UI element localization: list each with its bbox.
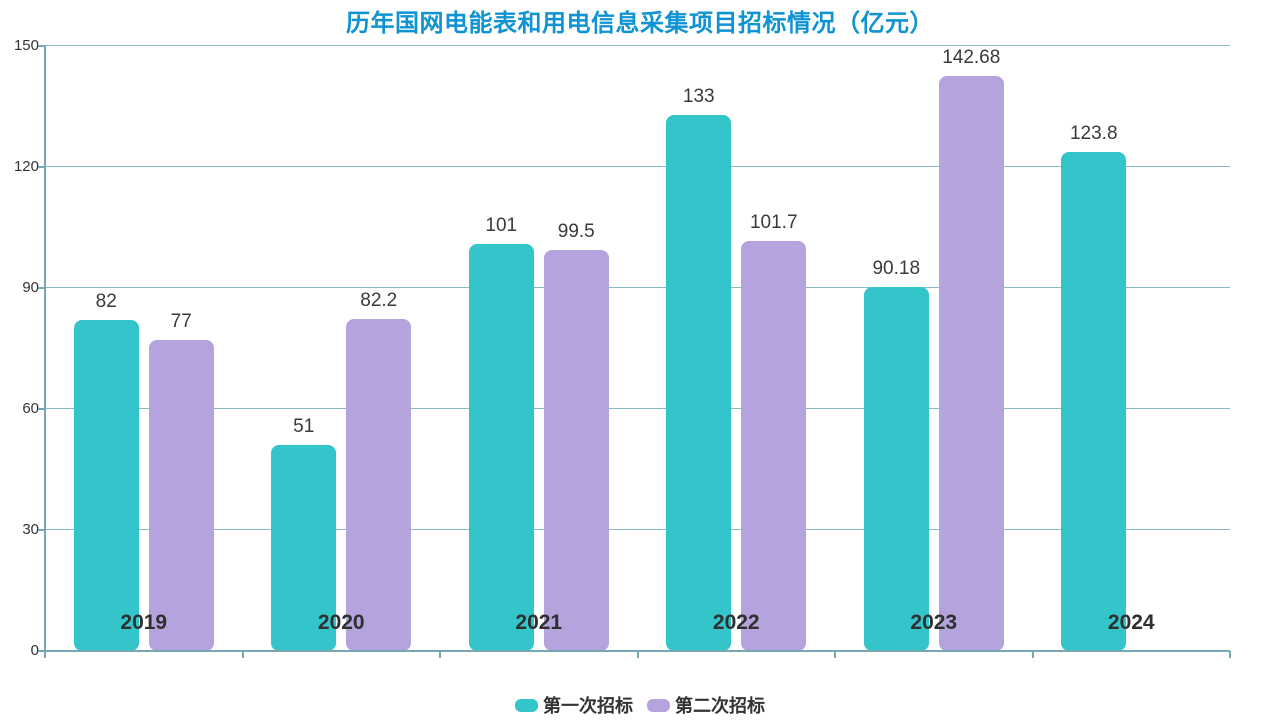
x-axis-tick (241, 651, 244, 658)
bar-第一次招标-2020[interactable] (271, 445, 337, 651)
y-axis-tick-label: 30 (22, 521, 39, 538)
gridline (45, 165, 1230, 167)
bar-第一次招标-2021[interactable] (468, 243, 534, 651)
x-axis-category-label: 2020 (317, 611, 365, 634)
gridline (45, 407, 1230, 409)
legend-swatch-series2-icon (647, 698, 670, 712)
bar-value-label: 101 (485, 214, 518, 236)
gridline (45, 44, 1230, 46)
y-axis-tick-label: 90 (22, 279, 39, 296)
bar-value-label: 99.5 (557, 220, 595, 242)
y-axis-tick (38, 287, 45, 289)
bar-value-label: 77 (170, 311, 192, 333)
y-axis-tick-label: 120 (13, 158, 39, 175)
plot-area: 82 77 51 82.2 101 99.5 133 101.7 90.18 142.68 123.… (44, 44, 1231, 658)
category-group: 82 77 (45, 46, 243, 651)
bar-第二次招标-2020[interactable] (346, 319, 412, 651)
bar-第二次招标-2021[interactable] (543, 249, 609, 651)
x-axis-category-label: 2022 (712, 611, 760, 634)
category-group: 90.18 142.68 (835, 46, 1033, 651)
x-axis-tick (439, 651, 441, 658)
bar-第一次招标-2019[interactable] (73, 320, 139, 651)
category-group: 133 101.7 (638, 46, 836, 651)
chart-title: 历年国网电能表和用电信息采集项目招标情况（亿元） (346, 10, 934, 37)
bar-第一次招标-2023[interactable] (863, 287, 929, 651)
y-axis-tick (38, 45, 45, 47)
bar-value-label: 82 (95, 291, 117, 313)
y-axis-line (44, 46, 46, 652)
bar-第二次招标-2019[interactable] (148, 340, 214, 651)
category-group: 123.8 (1033, 46, 1231, 651)
bar-value-label: 133 (682, 85, 715, 107)
bar-value-label: 142.68 (942, 46, 1001, 68)
y-axis-tick-label: 60 (22, 400, 39, 417)
legend: 第一次招标 第二次招标 (0, 692, 1280, 718)
x-axis-tick (1031, 651, 1034, 658)
x-axis-tick (636, 651, 639, 658)
y-axis-tick (38, 650, 45, 652)
y-axis-tick (38, 408, 45, 410)
gridline (45, 286, 1230, 288)
x-axis-category-label: 2021 (515, 611, 563, 634)
x-axis-tick (44, 651, 46, 658)
bar-第二次招标-2022[interactable] (741, 240, 807, 651)
y-axis-tick (38, 166, 45, 168)
category-group: 51 82.2 (243, 46, 441, 651)
y-axis-tick (38, 529, 45, 531)
bar-value-label: 123.8 (1069, 122, 1118, 144)
bar-第二次招标-2023[interactable] (938, 75, 1004, 651)
legend-item-series1[interactable]: 第一次招标 (515, 692, 633, 718)
category-group: 101 99.5 (440, 46, 638, 651)
legend-swatch-series1-icon (515, 698, 538, 712)
gridline (45, 528, 1230, 530)
bar-value-label: 82.2 (360, 290, 398, 312)
x-axis-line (45, 650, 1230, 652)
legend-item-series2[interactable]: 第二次招标 (647, 692, 765, 718)
bar-第一次招标-2022[interactable] (666, 114, 732, 651)
bar-第一次招标-2024[interactable] (1061, 151, 1127, 651)
x-axis-category-label: 2019 (120, 611, 168, 634)
x-axis-tick (834, 651, 836, 658)
y-axis-tick-label: 0 (30, 642, 39, 659)
x-axis-tick (1229, 651, 1231, 658)
y-axis-tick-label: 150 (13, 37, 39, 54)
legend-label-series2: 第二次招标 (675, 696, 765, 716)
bar-value-label: 101.7 (749, 211, 798, 233)
x-axis-category-label: 2023 (910, 611, 958, 634)
legend-label-series1: 第一次招标 (543, 696, 633, 716)
x-axis-category-label: 2024 (1107, 611, 1155, 634)
bar-value-label: 90.18 (872, 258, 921, 280)
bar-value-label: 51 (293, 416, 315, 438)
